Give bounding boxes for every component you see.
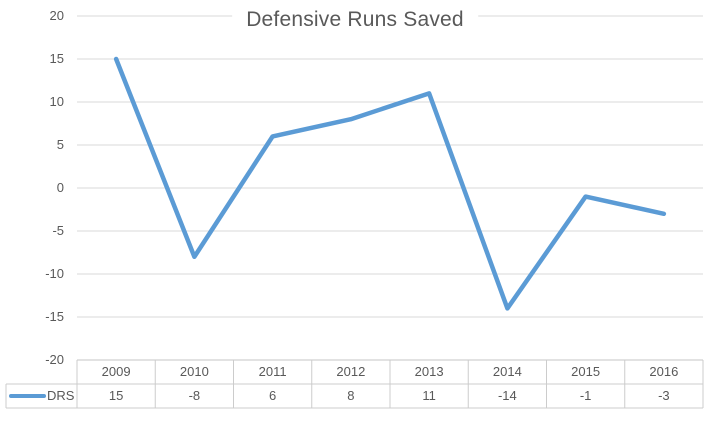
table-year-cell: 2015: [571, 364, 601, 379]
series-line-drs: [113, 56, 667, 311]
table-value-cell: -14: [497, 388, 517, 403]
y-tick-label: 10: [49, 94, 64, 109]
chart-title: Defensive Runs Saved: [232, 8, 478, 32]
y-tick-label: -10: [45, 266, 64, 281]
table-value-cell: 15: [108, 388, 124, 403]
table-year-cell: 2016: [649, 364, 679, 379]
y-tick-label: -20: [45, 352, 64, 367]
legend-line-marker: [9, 394, 46, 398]
table-value-cell: -3: [658, 388, 670, 403]
table-year-cell: 2012: [336, 364, 366, 379]
table-value-cell: -8: [188, 388, 201, 403]
legend-series-label: DRS: [47, 388, 75, 403]
table-year-cell: 2011: [258, 364, 287, 379]
table-year-cell: 2014: [492, 364, 522, 379]
table-value-cell: 6: [269, 388, 277, 403]
table-value-cell: -1: [579, 388, 592, 403]
y-tick-label: -5: [52, 223, 64, 238]
table-year-cell: 2009: [101, 364, 131, 379]
table-year-cell: 2013: [414, 364, 444, 379]
y-tick-label: 20: [49, 8, 64, 23]
table-value-cell: 8: [347, 388, 355, 403]
y-tick-label: -15: [45, 309, 64, 324]
table-value-cell: 11: [422, 388, 436, 403]
y-tick-label: 0: [56, 180, 64, 195]
y-tick-label: 15: [49, 51, 64, 66]
table-year-cell: 2010: [179, 364, 209, 379]
y-tick-label: 5: [56, 137, 64, 152]
